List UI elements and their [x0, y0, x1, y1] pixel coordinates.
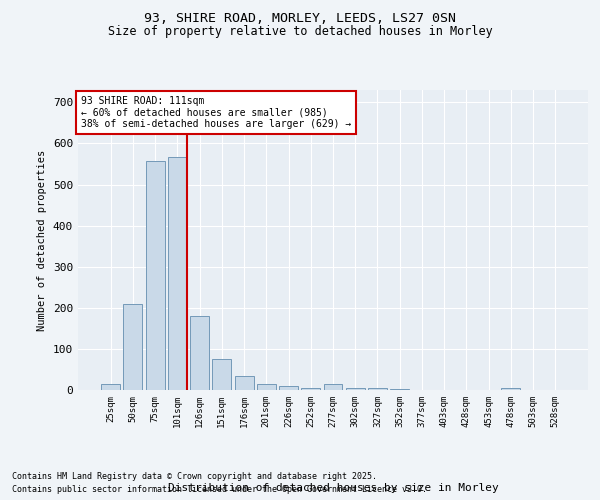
Text: 93, SHIRE ROAD, MORLEY, LEEDS, LS27 0SN: 93, SHIRE ROAD, MORLEY, LEEDS, LS27 0SN: [144, 12, 456, 26]
Text: Contains HM Land Registry data © Crown copyright and database right 2025.: Contains HM Land Registry data © Crown c…: [12, 472, 377, 481]
Bar: [212, 359, 231, 390]
Bar: [301, 388, 320, 390]
Bar: [323, 384, 343, 390]
Bar: [124, 304, 142, 390]
Text: Contains public sector information licensed under the Open Government Licence v3: Contains public sector information licen…: [12, 485, 427, 494]
X-axis label: Distribution of detached houses by size in Morley: Distribution of detached houses by size …: [167, 482, 499, 492]
Bar: [235, 376, 254, 390]
Text: 93 SHIRE ROAD: 111sqm
← 60% of detached houses are smaller (985)
38% of semi-det: 93 SHIRE ROAD: 111sqm ← 60% of detached …: [80, 96, 351, 129]
Bar: [502, 388, 520, 390]
Bar: [346, 388, 365, 390]
Bar: [279, 386, 298, 390]
Text: Size of property relative to detached houses in Morley: Size of property relative to detached ho…: [107, 25, 493, 38]
Bar: [368, 388, 387, 390]
Bar: [257, 384, 276, 390]
Bar: [146, 161, 164, 390]
Bar: [190, 316, 209, 390]
Bar: [390, 389, 409, 390]
Y-axis label: Number of detached properties: Number of detached properties: [37, 150, 47, 330]
Bar: [101, 384, 120, 390]
Bar: [168, 157, 187, 390]
